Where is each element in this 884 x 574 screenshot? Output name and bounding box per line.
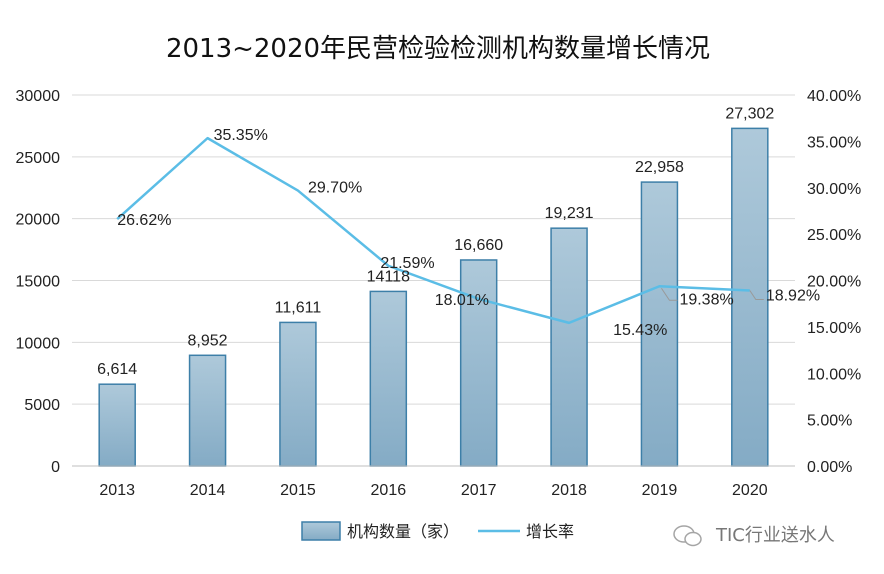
bar-value-label: 22,958 bbox=[635, 159, 684, 176]
x-tick-label: 2019 bbox=[642, 482, 678, 499]
bar-value-label: 8,952 bbox=[188, 332, 228, 349]
y-left-tick-label: 20000 bbox=[16, 212, 61, 229]
bar-value-label: 19,231 bbox=[545, 205, 594, 222]
y-right-tick-label: 5.00% bbox=[807, 413, 852, 430]
x-tick-label: 2013 bbox=[99, 482, 135, 499]
bar bbox=[98, 383, 136, 467]
y-left-tick-label: 0 bbox=[51, 459, 60, 476]
x-tick-label: 2017 bbox=[461, 482, 497, 499]
bar bbox=[550, 227, 588, 467]
x-tick-label: 2014 bbox=[190, 482, 226, 499]
y-left-tick-label: 25000 bbox=[16, 150, 61, 167]
x-tick-label: 2018 bbox=[551, 482, 587, 499]
bar-value-label: 14118 bbox=[367, 268, 410, 285]
bar-series bbox=[98, 127, 769, 467]
rate-value-label: 26.62% bbox=[117, 212, 171, 229]
rate-value-label: 21.59% bbox=[380, 255, 434, 272]
y-left-tick-label: 10000 bbox=[16, 335, 61, 352]
rate-value-label: 18.01% bbox=[435, 292, 489, 309]
wechat-logo-icon bbox=[673, 525, 702, 547]
bar bbox=[369, 290, 408, 467]
bar-value-label: 16,660 bbox=[454, 237, 503, 254]
label-leader-line bbox=[749, 290, 764, 301]
y-right-tick-label: 20.00% bbox=[807, 274, 861, 291]
x-tick-label: 2016 bbox=[371, 482, 407, 499]
y-right-tick-label: 40.00% bbox=[807, 88, 861, 105]
wechat-logo-bubble bbox=[684, 531, 702, 547]
watermark-text: TIC行业送水人 bbox=[715, 525, 835, 546]
rate-value-label: 18.92% bbox=[766, 288, 820, 305]
bar bbox=[459, 259, 498, 467]
chart-title: 2013~2020年民营检验检测机构数量增长情况 bbox=[166, 34, 710, 64]
x-tick-label: 2020 bbox=[732, 482, 768, 499]
x-tick-label: 2015 bbox=[280, 482, 316, 499]
growth-rate-line bbox=[116, 136, 750, 325]
legend: 机构数量（家） 增长率 bbox=[301, 521, 574, 541]
label-leader-line bbox=[661, 287, 678, 301]
bar-value-label: 11,611 bbox=[275, 299, 322, 316]
legend-line-label: 增长率 bbox=[526, 522, 574, 541]
rate-value-label: 15.43% bbox=[613, 322, 667, 339]
bar bbox=[640, 181, 679, 467]
y-right-tick-label: 25.00% bbox=[807, 227, 861, 244]
bar-value-label: 27,302 bbox=[725, 105, 774, 122]
line-series bbox=[116, 136, 764, 325]
bar bbox=[279, 321, 317, 467]
y-left-tick-label: 5000 bbox=[24, 397, 60, 414]
y-right-tick-label: 35.00% bbox=[807, 134, 861, 151]
legend-bar-label: 机构数量（家） bbox=[347, 522, 459, 541]
y-right-tick-label: 10.00% bbox=[807, 366, 861, 383]
y-right-tick-label: 15.00% bbox=[807, 320, 861, 337]
rate-value-label: 19.38% bbox=[679, 291, 733, 308]
rate-value-label: 35.35% bbox=[214, 127, 268, 144]
axes: 0 5000 10000 15000 20000 25000 30000 0.00% 5.00%… bbox=[16, 88, 862, 499]
y-left-tick-label: 15000 bbox=[16, 274, 61, 291]
watermark: TIC行业送水人 bbox=[673, 525, 835, 547]
data-labels: 6,614 8,952 11,611 14118 16,660 19,231 22,958 2… bbox=[97, 105, 820, 378]
y-right-tick-label: 0.00% bbox=[807, 459, 852, 476]
gridlines bbox=[72, 94, 795, 405]
bar bbox=[731, 127, 769, 467]
bar-value-label: 6,614 bbox=[97, 361, 137, 378]
y-left-tick-label: 30000 bbox=[16, 88, 61, 105]
y-right-tick-label: 30.00% bbox=[807, 181, 861, 198]
legend-bar-swatch bbox=[301, 521, 341, 541]
bar bbox=[188, 354, 227, 467]
rate-value-label: 29.70% bbox=[308, 180, 362, 197]
